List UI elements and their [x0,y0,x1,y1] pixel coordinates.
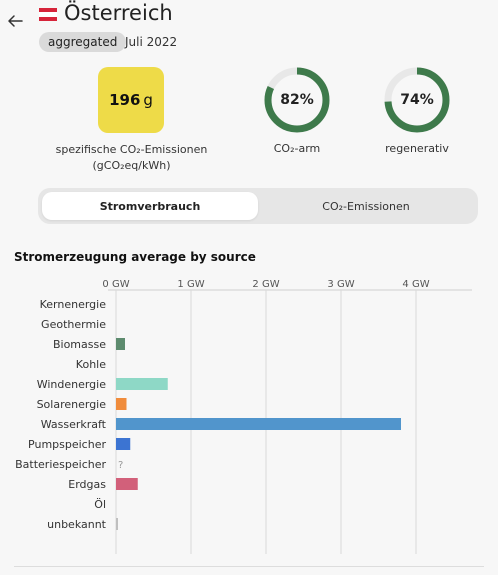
bar [116,478,138,490]
view-toggle: Stromverbrauch CO₂-Emissionen [38,188,478,224]
carbon-intensity-label: spezifische CO₂-Emissionen (gCO₂eq/kWh) [55,143,208,172]
back-arrow-icon[interactable] [6,12,24,30]
category-label: Windenergie [37,378,107,391]
low-carbon-label: CO₂-arm [273,142,321,155]
bar [116,438,131,450]
toggle-emissions[interactable]: CO₂-Emissionen [322,199,410,213]
bar [116,338,125,350]
renewable-label: regenerativ [385,142,449,155]
carbon-intensity-unit: g [143,91,153,109]
austria-flag-icon [39,8,57,21]
renewable-percent: 74% [400,92,434,108]
x-tick-label: 3 GW [327,279,354,290]
category-label: Wasserkraft [41,418,107,431]
bottom-divider [14,566,484,567]
category-label: Kernenergie [40,298,107,311]
bar [116,518,118,530]
bar [116,418,401,430]
low-carbon-ring-icon [264,67,330,133]
x-tick-label: 0 GW [102,279,129,290]
carbon-intensity-value: 196 [109,91,141,109]
category-label: Öl [94,498,106,511]
category-label: Erdgas [68,478,106,491]
flag-stripe-middle [39,12,57,17]
category-label: Solarenergie [37,398,107,411]
x-tick-label: 4 GW [402,279,429,290]
flag-stripe-top [39,8,57,13]
bar [116,398,127,410]
page-title: Österreich [64,1,173,25]
flag-stripe-bottom [39,16,57,21]
category-label: Batteriespeicher [15,458,106,471]
category-label: Kohle [76,358,106,371]
category-label: Biomasse [53,338,106,351]
date-label: Juli 2022 [125,35,178,49]
unknown-value-marker: ? [118,460,123,471]
carbon-intensity-box: 196 g [98,67,164,133]
aggregated-badge: aggregated [39,32,127,52]
category-label: Geothermie [41,318,106,331]
x-tick-label: 1 GW [177,279,204,290]
low-carbon-ring: 82% [263,66,331,134]
toggle-consumption[interactable]: Stromverbrauch [42,192,258,220]
generation-by-source-chart: 0 GW 1 GW 2 GW 3 GW 4 GW Kernenergie Geothermi… [15,279,472,554]
low-carbon-percent: 82% [280,92,314,108]
renewable-ring-icon [384,67,450,133]
bar [116,378,168,390]
x-tick-label: 2 GW [252,279,279,290]
renewable-ring: 74% [383,66,451,134]
category-label: unbekannt [47,518,107,531]
category-label: Pumpspeicher [28,438,106,451]
chart-title: Stromerzeugung average by source [14,250,256,264]
